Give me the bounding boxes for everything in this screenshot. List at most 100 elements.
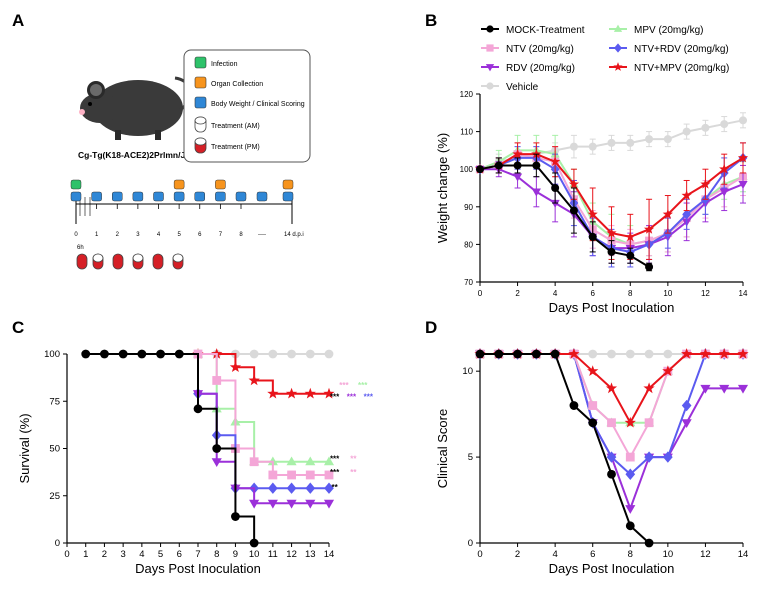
data-point [512,173,523,182]
legend-marker-ntv [486,44,494,52]
data-point [118,349,128,359]
legend-swatch-infection [194,56,207,69]
x-tick-label: 11 [268,549,278,560]
significance-annotation: ** [350,455,357,464]
y-tick-label: 75 [49,396,60,407]
significance-annotation: *** [330,468,340,477]
data-point [644,418,654,428]
x-tick-label: 8 [628,549,633,560]
data-point [267,499,278,509]
series-line [479,164,650,268]
data-point [681,399,692,412]
data-point [513,349,522,359]
legend-marker-ntv_mpv [613,62,623,71]
x-tick-label: 4 [139,549,144,560]
significance-annotation: ** [331,483,338,492]
weight-scoring-marker [132,191,144,202]
x-tick-label: 6 [177,549,182,560]
organ-collection-marker [282,179,294,190]
data-point [662,365,674,376]
treatment-capsule-pm [112,253,124,270]
data-point [569,142,578,151]
y-tick-label: 120 [460,90,474,99]
weight-scoring-marker [194,191,205,202]
weight-scoring-marker [256,191,268,202]
panel-letter-c: C [12,318,24,337]
y-tick-label: 80 [464,240,473,249]
data-point [137,349,147,359]
x-tick-label: 0 [477,549,482,560]
timeline-tick-label: 0 [74,232,78,238]
data-point [606,227,617,238]
data-point [682,127,691,136]
x-tick-label: 8 [214,549,219,560]
data-point [475,349,485,359]
data-point [588,401,598,410]
legend-swatch-organ [194,76,207,89]
data-point [494,161,503,170]
series-mock [475,349,654,548]
data-point [304,387,316,399]
data-point [605,382,618,394]
significance-annotation: *** [339,381,349,390]
data-point [100,349,109,359]
legend-marker-mock [486,25,494,33]
data-point [700,384,711,394]
data-point [287,470,296,480]
series-line [480,353,743,460]
data-point [606,451,617,463]
schematic-legend-box [183,49,311,163]
data-point [720,120,729,129]
data-point [512,148,523,159]
data-point [174,349,184,359]
data-point [663,349,673,359]
organ-collection-marker [173,179,185,190]
legend-marker-ntv_rdv [614,43,622,53]
data-point [532,161,541,170]
data-point [624,416,636,428]
y-tick-label: 100 [460,165,474,174]
legend-label: NTV+MPV (20mg/kg) [634,63,729,74]
timeline-tick-label: 4 [157,232,161,238]
weight-scoring-marker [173,191,185,202]
legend: MOCK-Treatment MPV (20mg/kg) NTV (20mg/kg)… [481,24,729,93]
x-axis-label: Days Post Inoculation [549,300,675,315]
weight-scoring-marker [153,191,164,202]
schematic-legend: Infection Organ Collection Body Weight / C… [194,56,305,154]
data-point [626,251,635,260]
data-point [211,458,222,468]
data-point [737,348,749,359]
data-point [607,349,616,359]
treatment-capsule-am [132,253,144,270]
data-point [718,348,730,359]
x-tick-label: 6 [590,549,595,560]
timeline-tick-label: 14 d.p.i [284,232,304,238]
x-tick-label: 4 [553,289,558,298]
x-tick-label: 7 [195,549,200,560]
data-point [193,404,203,414]
timeline-tick-label: 8 [239,232,243,238]
data-point [305,482,316,494]
data-point [231,512,240,521]
data-point [286,482,297,494]
data-point [285,387,298,399]
capsule-pm-icon [194,137,207,154]
data-point [268,349,278,359]
treatment-capsule-am [92,253,104,270]
legend-label: NTV+RDV (20mg/kg) [634,44,729,55]
schematic-legend-label: Organ Collection [211,81,263,88]
data-point [324,470,334,480]
data-point [699,348,712,359]
data-point [248,374,260,386]
series-ntv [475,349,748,462]
y-tick-label: 0 [468,538,473,549]
y-tick-label: 25 [49,491,60,502]
x-tick-label: 2 [102,549,107,560]
significance-annotation: *** [364,392,374,401]
data-point [588,349,598,359]
data-point [607,247,616,256]
mouse-strain-label: Cg-Tg(K18-ACE2)2Prlmn/J [78,150,185,160]
